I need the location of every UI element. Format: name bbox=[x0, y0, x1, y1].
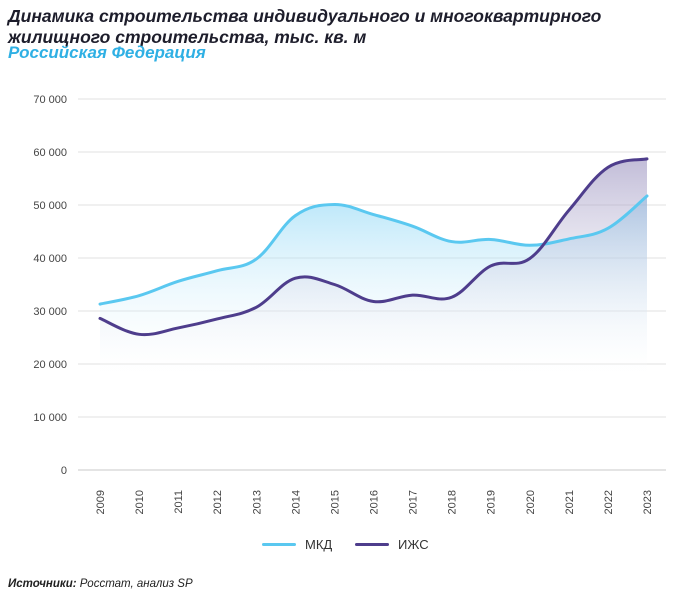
x-tick-label: 2013 bbox=[251, 490, 263, 514]
legend-label-mkd: МКД bbox=[305, 537, 333, 552]
x-tick-label: 2012 bbox=[212, 490, 224, 514]
source-label: Источники: bbox=[8, 578, 77, 590]
chart-title: Динамика строительства индивидуального и… bbox=[8, 6, 602, 47]
legend-item-izhs: ИЖС bbox=[355, 537, 429, 552]
source-text: Росстат, анализ SP bbox=[76, 578, 193, 590]
source-note: Источники: Росстат, анализ SP bbox=[8, 578, 193, 590]
legend-item-mkd: МКД bbox=[262, 537, 332, 552]
y-tick-label: 60 000 bbox=[33, 147, 67, 159]
y-tick-label: 50 000 bbox=[33, 200, 67, 212]
legend-label-izhs: ИЖС bbox=[398, 537, 429, 552]
x-tick-label: 2017 bbox=[408, 490, 420, 514]
x-tick-label: 2009 bbox=[95, 490, 107, 514]
y-tick-label: 10 000 bbox=[33, 412, 67, 424]
y-tick-label: 30 000 bbox=[33, 306, 67, 318]
x-tick-label: 2023 bbox=[642, 490, 654, 514]
y-tick-label: 40 000 bbox=[33, 253, 67, 265]
y-tick-label: 70 000 bbox=[33, 94, 67, 106]
y-tick-label: 0 bbox=[61, 465, 67, 477]
legend-swatch-mkd bbox=[262, 543, 296, 546]
legend-swatch-izhs bbox=[355, 543, 389, 546]
x-tick-label: 2014 bbox=[290, 490, 302, 514]
chart-canvas: 0 10 000 20 000 30 000 40 000 50 000 60 000 70 … bbox=[33, 94, 666, 514]
y-tick-label: 20 000 bbox=[33, 359, 67, 371]
x-tick-label: 2019 bbox=[486, 490, 498, 514]
series-line-izhs bbox=[98, 157, 649, 337]
x-tick-label: 2021 bbox=[564, 490, 576, 514]
x-tick-label: 2022 bbox=[603, 490, 615, 514]
x-tick-label: 2015 bbox=[329, 490, 341, 514]
x-tick-label: 2010 bbox=[134, 490, 146, 514]
x-tick-label: 2016 bbox=[369, 490, 381, 514]
chart-subtitle: Российская Федерация bbox=[8, 43, 206, 62]
x-tick-label: 2020 bbox=[525, 490, 537, 514]
series-line-mkd bbox=[98, 194, 649, 306]
series-area-izhs bbox=[100, 158, 647, 375]
x-tick-label: 2011 bbox=[173, 490, 185, 514]
x-tick-label: 2018 bbox=[447, 490, 459, 514]
chart-legend: МКД ИЖС bbox=[0, 537, 687, 557]
